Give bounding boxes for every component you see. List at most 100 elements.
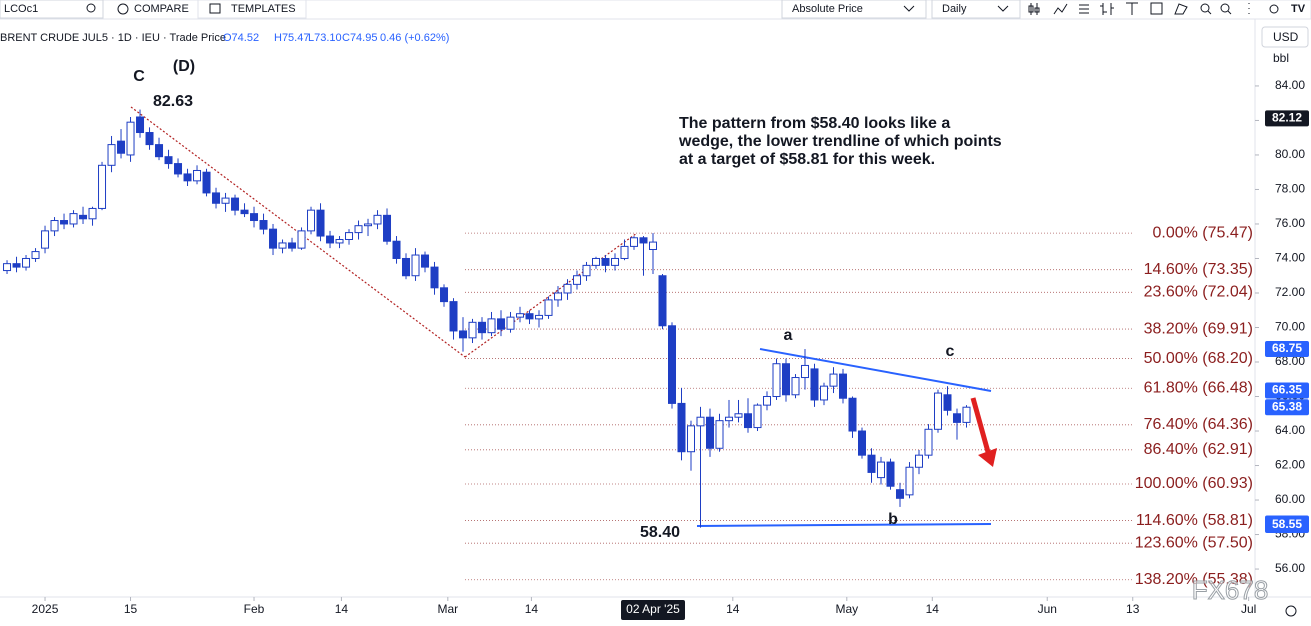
candle-body	[164, 156, 173, 165]
candle-body	[345, 232, 354, 241]
candle-body	[592, 257, 601, 266]
candle-body	[326, 235, 335, 244]
candle-body	[886, 461, 895, 487]
candle-body	[364, 223, 373, 227]
candle-body	[411, 254, 420, 277]
candle-body	[630, 237, 639, 247]
candle-body	[820, 385, 829, 401]
candle-body	[269, 228, 278, 249]
unit: bbl	[1273, 51, 1289, 65]
candle-body	[145, 132, 154, 146]
candle-body	[914, 454, 923, 468]
x-tick-label: Jul	[1241, 602, 1256, 616]
fib-label: 0.00% (75.47)	[1152, 224, 1253, 241]
candle-body	[183, 173, 192, 182]
candle-body	[468, 321, 477, 339]
arrow	[970, 397, 991, 453]
toolbar-icons[interactable]	[1028, 2, 1279, 15]
compare-icon	[117, 3, 129, 15]
dropdown-arrow	[997, 5, 1009, 12]
candle-body	[715, 420, 724, 449]
candle-body	[516, 313, 525, 318]
candle-body	[620, 245, 629, 259]
wave-label: b	[888, 511, 898, 528]
candle-body	[193, 169, 202, 182]
candle-body	[952, 413, 961, 423]
price-badge-label: 82.12	[1272, 111, 1302, 125]
price-mode-box[interactable]	[781, 0, 927, 19]
candle-body	[41, 230, 50, 249]
x-tick-label: 14	[525, 602, 539, 616]
price-badge-label: 58.55	[1272, 517, 1302, 531]
candle-body	[107, 144, 116, 166]
fib-label: 123.60% (57.50)	[1135, 534, 1253, 551]
candle-body	[677, 402, 686, 453]
candle-body	[392, 240, 401, 259]
candle-body	[136, 116, 145, 134]
candle-body	[50, 220, 59, 232]
candle-body	[544, 299, 553, 316]
crosshair-x-label: 02 Apr '25	[626, 602, 680, 616]
x-tick-label: Mar	[437, 602, 458, 616]
price-badge	[1265, 110, 1309, 127]
candle-body	[525, 313, 534, 320]
candle-body	[649, 241, 658, 251]
x-tick-label: 14	[926, 602, 940, 616]
candle-body	[687, 425, 696, 453]
price-badge	[1265, 382, 1309, 399]
candle-body	[297, 230, 306, 249]
interval-box[interactable]	[931, 0, 1021, 19]
candle-body	[611, 257, 620, 266]
candle-body	[639, 237, 648, 244]
y-tick-label: 74.00	[1275, 251, 1305, 265]
settings-icon[interactable]	[1285, 605, 1297, 617]
y-tick-label: 80.00	[1275, 147, 1305, 161]
search-icon[interactable]	[86, 3, 96, 13]
candle-body	[772, 363, 781, 398]
candle-body	[582, 264, 591, 277]
candle-body	[573, 275, 582, 285]
candle-body	[734, 413, 743, 418]
candle-body	[601, 257, 610, 266]
y-tick-label: 76.00	[1275, 216, 1305, 230]
candle-body	[563, 283, 572, 294]
wedge-upper	[759, 348, 992, 392]
legend-low: L73.10	[308, 32, 342, 44]
candle-body	[88, 207, 97, 220]
legend-close: C74.95	[342, 32, 377, 44]
symbol-box[interactable]	[0, 0, 104, 19]
candle-body	[810, 368, 819, 401]
templates-button[interactable]: TEMPLATES	[231, 3, 296, 15]
candle-body	[725, 416, 734, 422]
note-line: The pattern from $58.40 looks like a	[679, 115, 950, 132]
candle-body	[221, 197, 230, 204]
fib-label: 23.60% (72.04)	[1144, 284, 1253, 301]
fib-label: 50.00% (68.20)	[1144, 350, 1253, 367]
candle-body	[316, 209, 325, 237]
candle-body	[876, 461, 885, 479]
wave-label: C	[133, 68, 145, 85]
wave-label: (D)	[173, 58, 195, 75]
toolbar	[0, 0, 1311, 20]
y-tick-label: 70.00	[1275, 320, 1305, 334]
candle-body	[895, 489, 904, 499]
candle-body	[905, 466, 914, 496]
currency-box[interactable]	[1261, 26, 1309, 48]
candle-body	[801, 364, 810, 379]
fib-label: 100.00% (60.93)	[1135, 475, 1253, 492]
candle-body	[554, 292, 563, 301]
candle-body	[202, 171, 211, 194]
arrow-head	[978, 448, 997, 467]
price-badge-label: 66.35	[1272, 383, 1302, 397]
candle-body	[943, 394, 952, 411]
candle-body	[753, 404, 762, 429]
candle-body	[117, 140, 126, 154]
wedge-lower	[696, 523, 992, 527]
compare-button[interactable]: COMPARE	[134, 3, 189, 15]
legend-change: 0.46 (+0.62%)	[380, 32, 449, 44]
candle-body	[668, 325, 677, 404]
candle-body	[506, 316, 515, 330]
candle-body	[449, 301, 458, 332]
fib-label: 114.60% (58.81)	[1136, 512, 1253, 529]
